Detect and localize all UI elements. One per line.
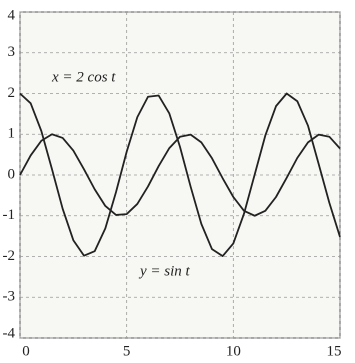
chart: -4 -3 -2 -1 0 1 2 3 4 0 5 10 15 x = 2 cos t y = sin t <box>0 0 355 363</box>
x-tick-label: 10 <box>226 343 241 359</box>
x-tick-label: 0 <box>22 343 30 359</box>
series-label: y = sin t <box>138 263 191 279</box>
y-tick-label: -1 <box>3 207 16 223</box>
y-tick-label: 0 <box>8 166 16 182</box>
y-tick-label: 2 <box>8 85 16 101</box>
x-tick-label: 15 <box>327 343 342 359</box>
x-tick-label: 5 <box>123 343 131 359</box>
y-tick-label: -3 <box>3 289 16 305</box>
y-tick-label: 1 <box>8 126 16 142</box>
y-tick-label: -2 <box>3 248 16 264</box>
y-tick-label: 4 <box>8 7 16 23</box>
y-tick-label: 3 <box>8 44 16 60</box>
series-label: x = 2 cos t <box>51 69 116 85</box>
y-tick-label: -4 <box>3 325 16 341</box>
